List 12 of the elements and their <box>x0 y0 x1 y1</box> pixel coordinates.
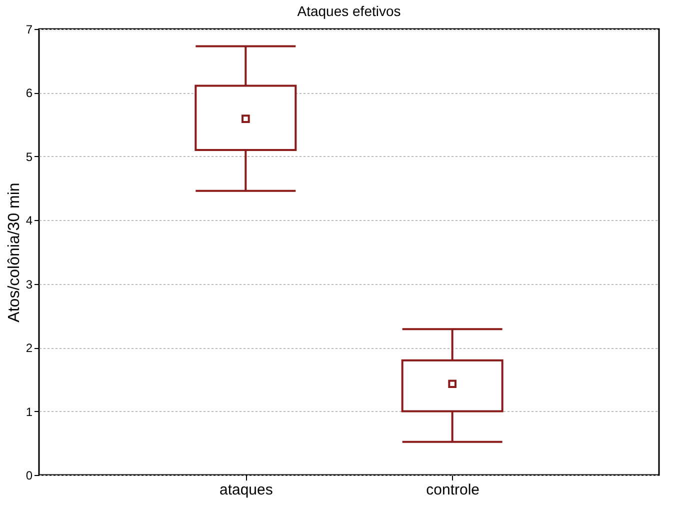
y-axis-title: Atos/colônia/30 min <box>6 182 23 322</box>
y-tick-label: 6 <box>26 86 33 100</box>
x-tick-label: controle <box>426 482 480 498</box>
y-tick-label: 3 <box>26 277 33 292</box>
y-tick-label: 1 <box>26 404 33 419</box>
chart-title: Ataques efetivos <box>297 3 401 19</box>
y-tick-label: 7 <box>26 22 33 36</box>
y-tick-label: 0 <box>26 468 33 482</box>
y-tick-label: 5 <box>26 150 33 164</box>
x-tick-label: ataques <box>219 482 273 498</box>
y-tick-label: 4 <box>26 214 33 228</box>
y-tick-label: 2 <box>26 341 33 356</box>
